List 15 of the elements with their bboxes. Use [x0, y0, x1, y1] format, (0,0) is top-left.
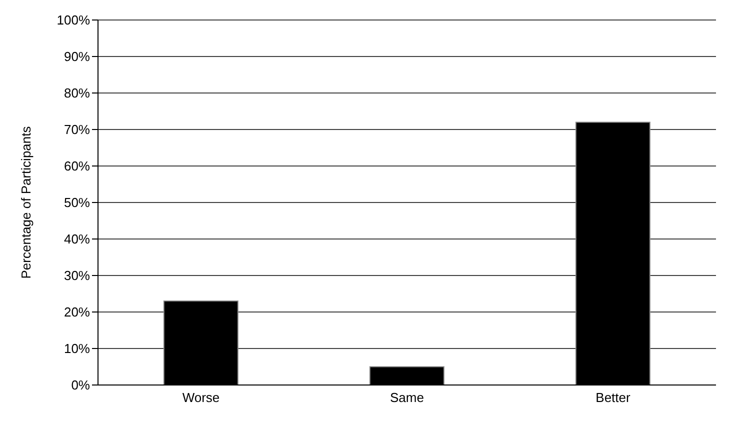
y-tick-label: 10%: [64, 341, 90, 356]
x-tick-label: Better: [596, 390, 632, 406]
y-axis-title: Percentage of Participants: [18, 126, 34, 279]
y-tick-label: 20%: [64, 304, 90, 320]
x-tick-label: Worse: [182, 390, 220, 406]
y-tick-label: 60%: [64, 158, 90, 174]
y-tick-label: 30%: [64, 268, 90, 284]
y-tick-label: 100%: [56, 12, 90, 28]
y-tick-label: 80%: [64, 86, 90, 101]
x-tick-label: Same: [390, 390, 424, 406]
y-tick-label: 90%: [64, 49, 90, 64]
y-tick-label: 70%: [64, 122, 90, 138]
y-tick-label: 0%: [71, 378, 90, 393]
y-tick-label: 40%: [64, 232, 90, 247]
y-tick-label: 50%: [64, 195, 90, 210]
